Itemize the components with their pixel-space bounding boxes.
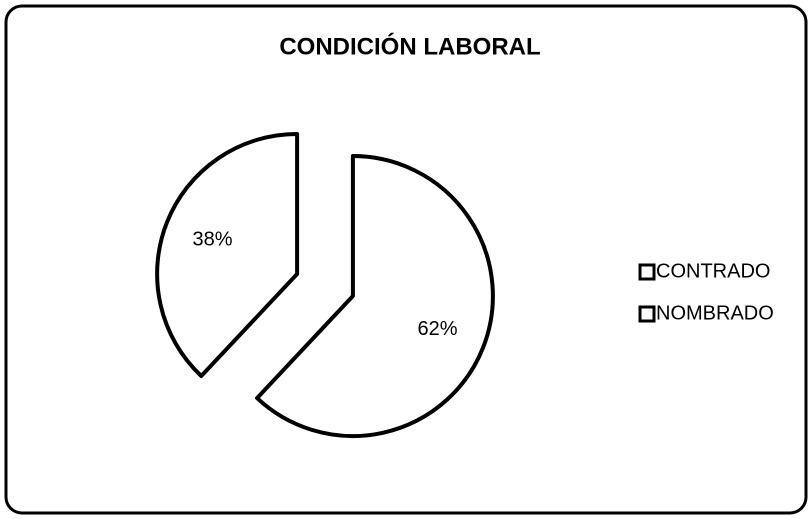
legend-swatch (638, 263, 656, 281)
pie-slice (155, 131, 300, 379)
chart-title: CONDICIÓN LABORAL (279, 32, 540, 60)
data-label: 62% (417, 318, 457, 340)
legend-label: CONTRADO (656, 260, 770, 282)
data-label: 38% (192, 229, 232, 251)
legend-swatch (638, 305, 656, 323)
legend-label: NOMBRADO (656, 302, 774, 324)
pie-slice (255, 154, 495, 439)
